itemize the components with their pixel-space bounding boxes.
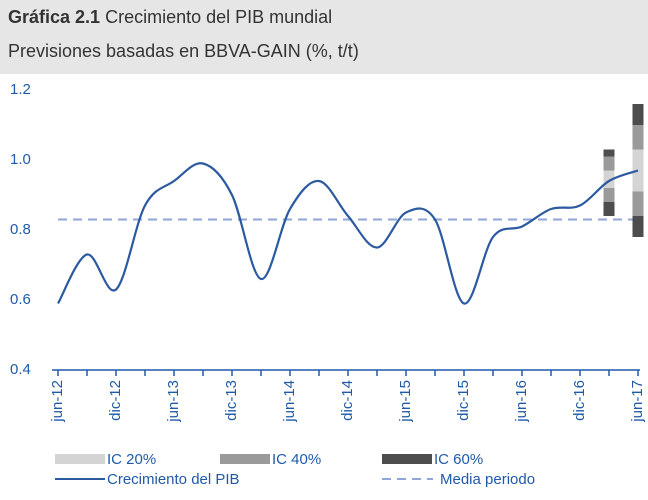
chart-subtitle: Previsiones basadas en BBVA-GAIN (%, t/t… xyxy=(8,41,359,61)
legend-swatch xyxy=(220,454,270,464)
x-tick-label: jun-15 xyxy=(397,380,414,423)
legend-label: Crecimiento del PIB xyxy=(107,471,240,488)
x-tick-label: jun-17 xyxy=(629,380,646,423)
x-tick-label: dic-12 xyxy=(107,380,124,421)
series-line xyxy=(57,162,639,305)
legend-label: IC 40% xyxy=(272,451,321,468)
x-tick-label: jun-12 xyxy=(49,380,66,423)
title-number: Gráfica 2.1 xyxy=(8,7,100,27)
x-tick-label: jun-16 xyxy=(513,380,530,423)
y-tick-label: 0.6 xyxy=(10,291,31,308)
chart-title: Gráfica 2.1 Crecimiento del PIB mundial xyxy=(8,7,332,27)
interval-bar xyxy=(603,170,615,188)
y-tick-label: 1.2 xyxy=(10,81,31,98)
x-tick-label: dic-16 xyxy=(571,380,588,421)
title-text: Crecimiento del PIB mundial xyxy=(105,7,332,27)
x-tick-label: dic-14 xyxy=(339,380,356,421)
y-tick-label: 0.8 xyxy=(10,221,31,238)
legend-label: IC 60% xyxy=(434,451,483,468)
legend-swatch xyxy=(382,454,432,464)
header-background xyxy=(0,0,648,74)
y-tick-label: 1.0 xyxy=(10,151,31,168)
legend-label: IC 20% xyxy=(107,451,156,468)
x-tick-label: dic-15 xyxy=(455,380,472,421)
legend-label: Media periodo xyxy=(440,471,535,488)
y-tick-label: 0.4 xyxy=(10,361,31,378)
x-tick-label: jun-14 xyxy=(281,380,298,423)
x-tick-label: jun-13 xyxy=(165,380,182,423)
x-tick-label: dic-13 xyxy=(223,380,240,421)
legend-swatch xyxy=(55,454,105,464)
